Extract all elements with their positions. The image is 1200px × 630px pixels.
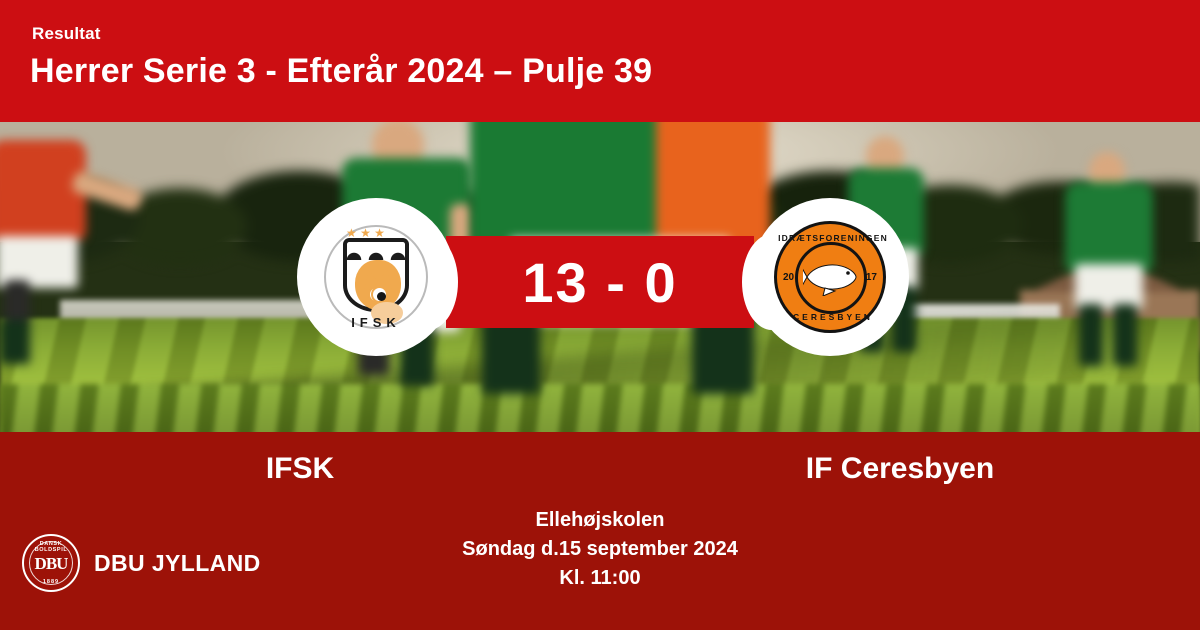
match-details: Ellehøjskolen Søndag d.15 september 2024… [0,506,1200,593]
dbu-org-name: DBU JYLLAND [94,549,261,576]
badge-inner-ring [795,242,867,314]
badge-top-text: IDRÆTSFORENINGEN [778,233,888,243]
dbu-monogram: DBU [34,554,69,573]
owl-face-icon [371,302,403,324]
match-date: Søndag d.15 september 2024 [462,538,738,560]
badge-bottom-text: CERESBYEN [793,312,873,322]
owl-body-icon [355,260,403,324]
crest-scallop [345,248,407,260]
score-value: 13 - 0 [522,250,678,314]
owl-crest-icon: ★ ★ ★ IFSK [324,225,428,330]
player-silhouette [0,140,144,364]
header-banner: Resultat Herrer Serie 3 - Efterår 2024 –… [0,0,1200,122]
player-silhouette [1055,152,1165,372]
score-banner: 13 - 0 [428,234,772,330]
team-names-row: IFSK IF Ceresbyen [0,452,1200,486]
fish-badge-icon: IDRÆTSFORENINGEN 20 17 CERESBYEN [774,221,888,333]
dbu-logo-icon: DANSK BOLDSPIL DBU 1889 [22,534,80,592]
dbu-badge-top-text: DANSK BOLDSPIL [34,541,68,553]
home-team-logo: ★ ★ ★ IFSK [297,198,455,356]
footer-panel: IFSK IF Ceresbyen Ellehøjskolen Søndag d… [0,432,1200,630]
badge-year-right: 17 [865,272,877,283]
fish-icon [803,264,857,296]
dbu-badge-year: 1889 [42,579,60,585]
dbu-inner-ring [29,541,73,585]
header-kicker: Resultat [32,24,101,43]
pitch-foreground [0,384,1200,432]
dbu-branding: DANSK BOLDSPIL DBU 1889 DBU JYLLAND [22,534,261,592]
home-team-name: IFSK [265,452,335,485]
crest-stars: ★ ★ ★ [346,226,385,240]
away-team-logo: IDRÆTSFORENINGEN 20 17 CERESBYEN [751,198,909,356]
page-title: Herrer Serie 3 - Efterår 2024 – Pulje 39 [30,52,653,90]
away-team-name: IF Ceresbyen [805,452,995,485]
match-time: Kl. 11:00 [559,567,641,589]
crest-ring [324,225,428,329]
crest-wordmark: IFSK [351,315,401,330]
crest-shield [343,238,409,324]
badge-year-left: 20 [783,272,795,283]
owl-eye-right-icon [371,286,388,303]
match-venue: Ellehøjskolen [535,509,665,531]
